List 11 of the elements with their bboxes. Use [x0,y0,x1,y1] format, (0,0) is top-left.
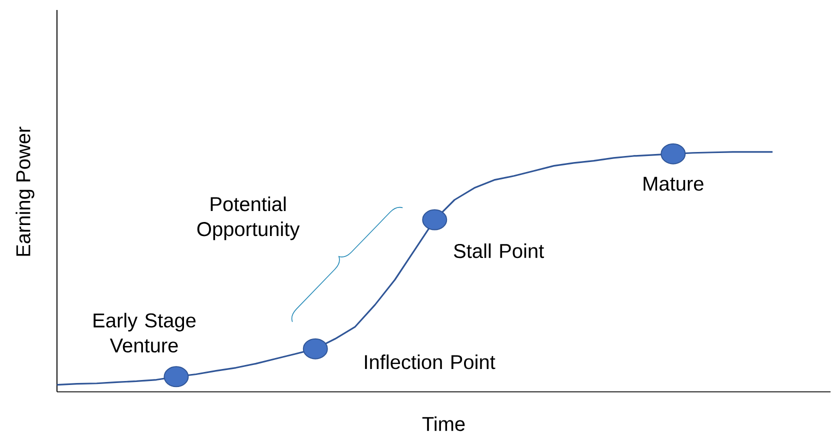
annotation: Early Stage Venture [94,312,196,353]
annotation: Stall Point [454,244,544,258]
point [164,366,189,388]
annotation: Mature [644,176,704,191]
point [422,209,448,230]
point [660,143,686,164]
y-axis-title: Earning Power [16,126,34,256]
annotation: Potential Opportunity [197,196,300,240]
annotation: Inflection Point [365,354,496,370]
point [302,338,328,360]
x-axis-title: Time [422,416,465,432]
